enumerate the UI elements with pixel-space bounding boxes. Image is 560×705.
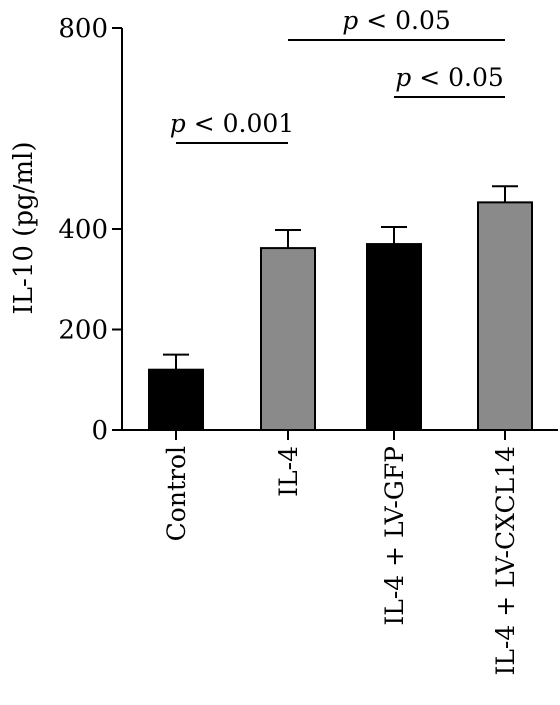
y-axis-label: IL-10 (pg/ml) bbox=[9, 142, 39, 315]
y-tick-label: 0 bbox=[91, 416, 108, 446]
bars bbox=[148, 185, 533, 432]
significance-annotations: p < 0.001 p < 0.05 p < 0.05 bbox=[170, 6, 505, 144]
category-label: IL-4 + LV-GFP bbox=[380, 446, 409, 626]
significance-label: p < 0.05 bbox=[342, 6, 451, 35]
category-label: IL-4 + LV-CXCL14 bbox=[491, 446, 520, 676]
category-label: IL-4 bbox=[274, 446, 303, 497]
category-label: Control bbox=[162, 446, 191, 541]
axes: 0 200 400 800 Control IL-4 IL-4 + LV-GFP IL-4 +… bbox=[58, 14, 558, 676]
y-tick-label: 400 bbox=[58, 215, 108, 245]
bar bbox=[148, 368, 204, 432]
significance-label: p < 0.05 bbox=[395, 63, 504, 92]
y-tick-label: 200 bbox=[58, 316, 108, 346]
bar bbox=[260, 247, 316, 431]
significance-label: p < 0.001 bbox=[170, 109, 294, 138]
bar bbox=[366, 243, 422, 431]
y-tick-label: 800 bbox=[58, 14, 108, 44]
bar bbox=[477, 201, 533, 431]
